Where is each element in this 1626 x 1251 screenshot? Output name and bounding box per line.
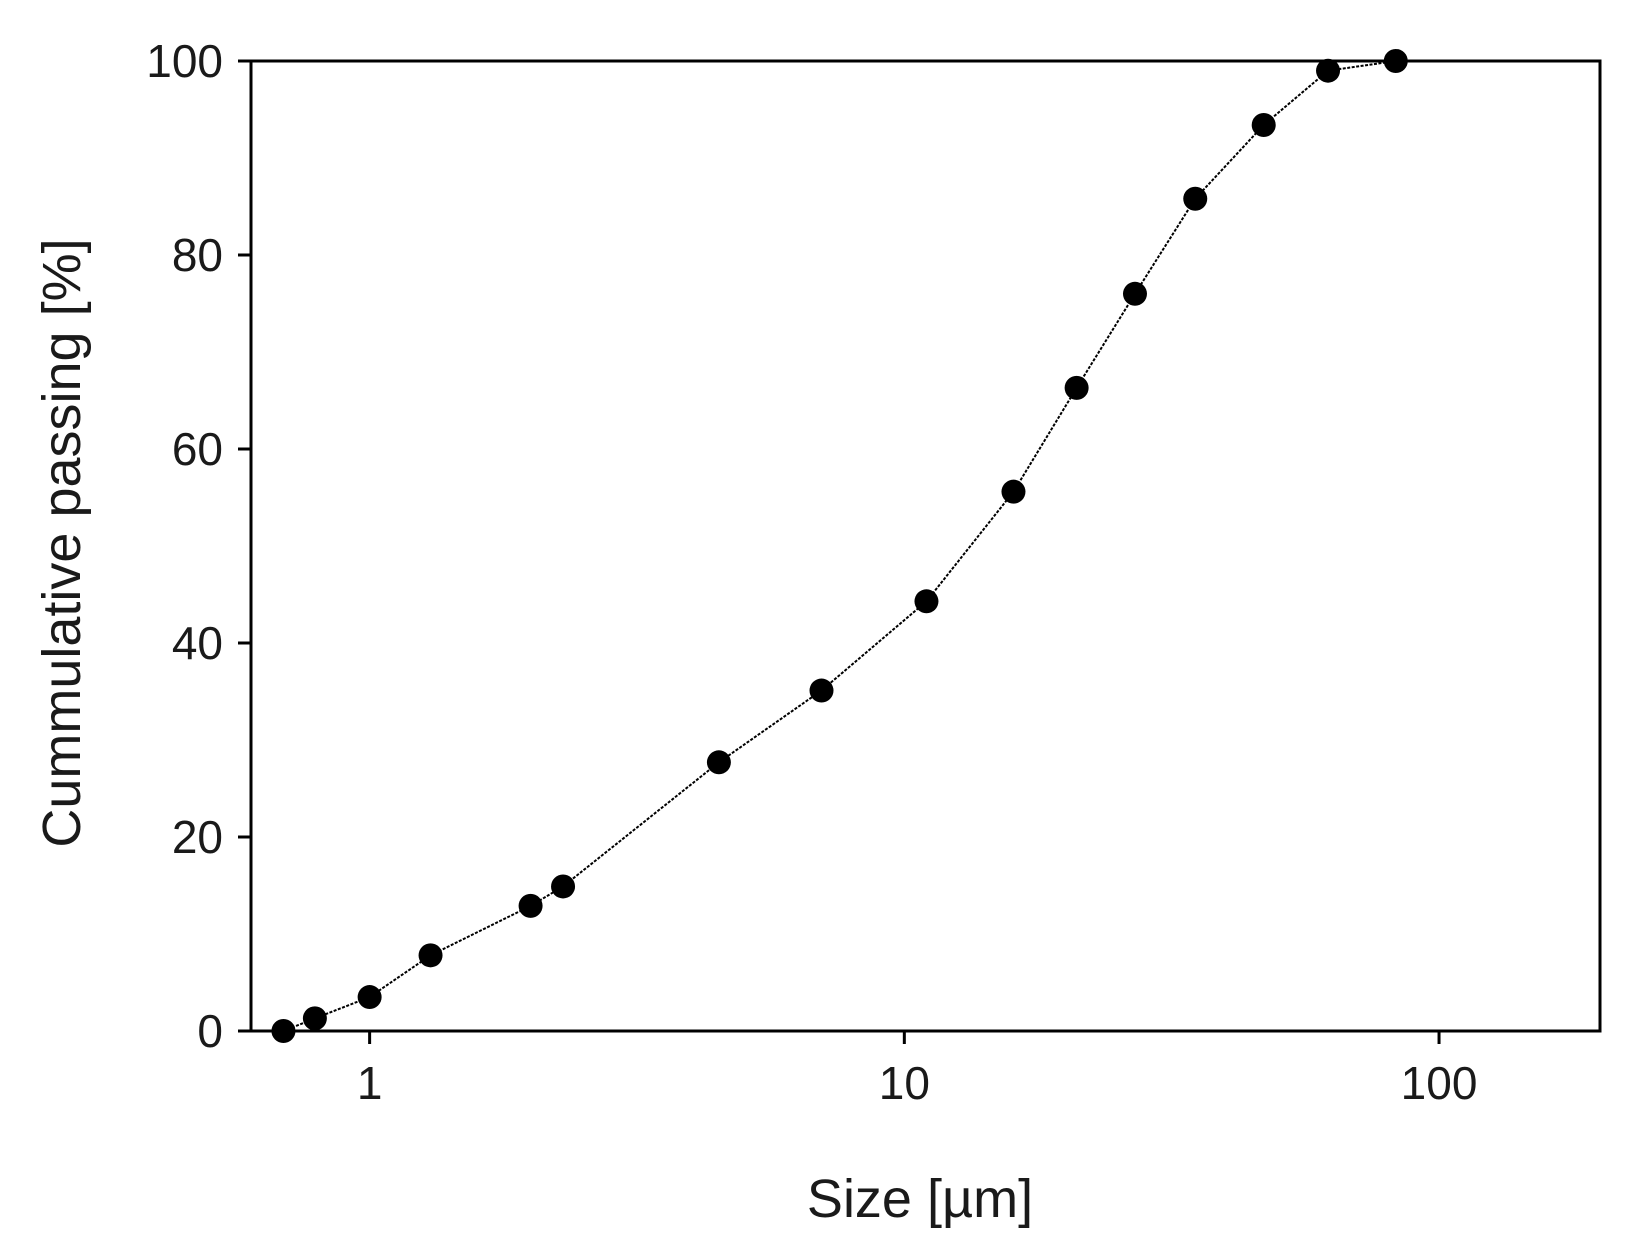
data-point — [357, 985, 382, 1010]
plot-area — [271, 49, 1408, 1043]
data-point — [914, 589, 939, 614]
data-point — [518, 893, 543, 918]
data-point — [1251, 113, 1276, 138]
y-tick-label: 40 — [172, 617, 223, 669]
data-point — [706, 750, 731, 775]
data-point — [1122, 281, 1147, 306]
y-tick-label: 100 — [146, 35, 223, 87]
data-point — [418, 943, 443, 968]
y-tick-label: 60 — [172, 423, 223, 475]
x-tick-label: 100 — [1401, 1057, 1478, 1109]
axis-labels: Size [µm] Cummulative passing [%] — [32, 238, 1033, 1229]
plot-frame — [249, 59, 1602, 1033]
data-point — [302, 1006, 327, 1031]
data-point — [1001, 479, 1026, 504]
y-axis-label: Cummulative passing [%] — [32, 238, 92, 847]
axes: 0 20 40 60 80 100 1 10 100 — [146, 35, 1602, 1109]
data-point — [809, 678, 834, 703]
data-point — [551, 874, 576, 899]
y-tick-label: 80 — [172, 229, 223, 281]
data-point — [1183, 186, 1208, 211]
data-point — [1064, 375, 1089, 400]
x-tick-label: 10 — [879, 1057, 930, 1109]
series-line — [283, 60, 1396, 1032]
data-point — [1316, 58, 1341, 83]
y-tick-label: 0 — [197, 1005, 223, 1057]
x-tick-label: 1 — [357, 1057, 383, 1109]
x-axis-label: Size [µm] — [807, 1169, 1033, 1229]
y-tick-label: 20 — [172, 811, 223, 863]
